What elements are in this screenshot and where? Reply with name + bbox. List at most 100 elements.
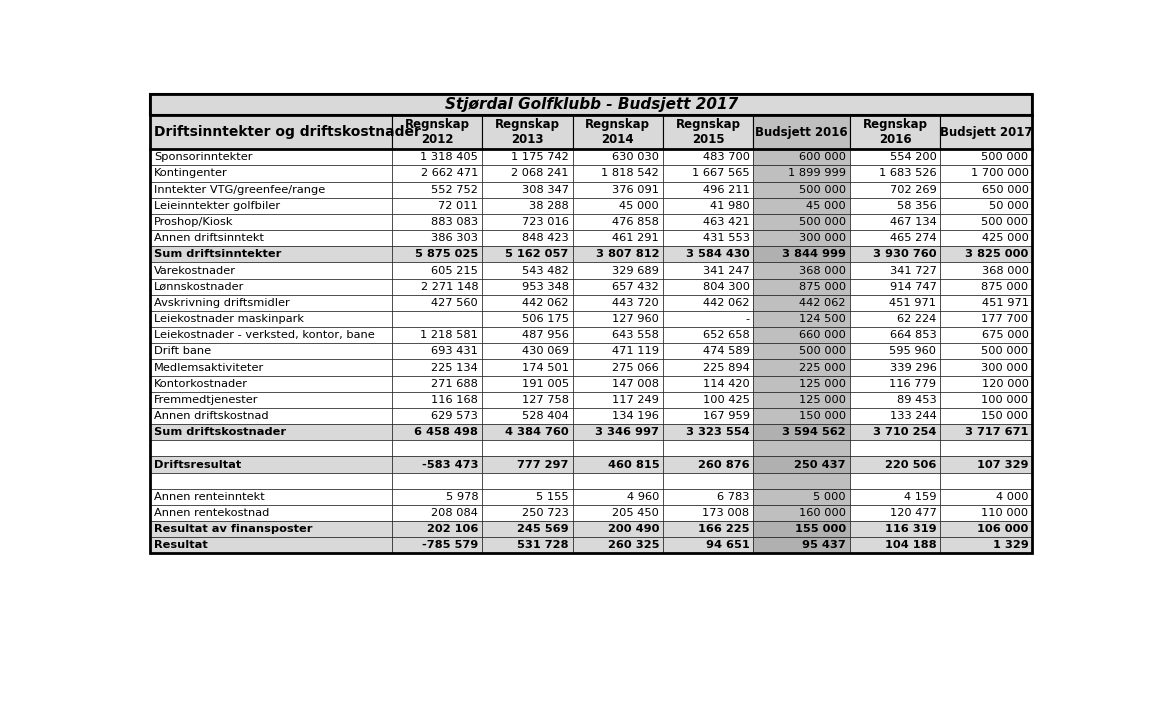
Text: 100 000: 100 000: [981, 395, 1028, 405]
Text: 6 783: 6 783: [717, 492, 750, 502]
Bar: [391, 538, 482, 553]
Text: Lønnskostnader: Lønnskostnader: [155, 282, 245, 292]
Bar: [150, 246, 391, 262]
Bar: [664, 392, 754, 408]
Bar: [849, 246, 941, 262]
Bar: [664, 375, 754, 392]
Bar: [150, 115, 391, 149]
Bar: [391, 181, 482, 198]
Text: 442 062: 442 062: [523, 298, 569, 308]
Text: Regnskap
2013: Regnskap 2013: [495, 118, 560, 146]
Text: -583 473: -583 473: [421, 459, 478, 469]
Text: 124 500: 124 500: [799, 314, 846, 324]
Bar: [664, 521, 754, 538]
Text: 116 168: 116 168: [432, 395, 478, 405]
Bar: [482, 166, 572, 181]
Bar: [754, 246, 849, 262]
Bar: [754, 166, 849, 181]
Text: 1 683 526: 1 683 526: [878, 169, 936, 178]
Bar: [664, 214, 754, 230]
Bar: [150, 408, 391, 424]
Text: 652 658: 652 658: [703, 330, 750, 340]
Text: 451 971: 451 971: [982, 298, 1028, 308]
Text: 664 853: 664 853: [890, 330, 936, 340]
Text: 629 573: 629 573: [432, 411, 478, 421]
Text: 150 000: 150 000: [981, 411, 1028, 421]
Bar: [482, 198, 572, 214]
Bar: [482, 488, 572, 505]
Bar: [391, 456, 482, 473]
Text: 191 005: 191 005: [522, 379, 569, 389]
Text: 3 594 562: 3 594 562: [782, 427, 846, 437]
Bar: [941, 408, 1033, 424]
Text: 430 069: 430 069: [522, 346, 569, 356]
Text: Sum driftsinntekter: Sum driftsinntekter: [155, 250, 282, 260]
Bar: [482, 246, 572, 262]
Text: 106 000: 106 000: [977, 524, 1028, 534]
Text: 1 667 565: 1 667 565: [692, 169, 750, 178]
Text: 202 106: 202 106: [427, 524, 478, 534]
Text: 3 930 760: 3 930 760: [872, 250, 936, 260]
Text: Budsjett 2017: Budsjett 2017: [941, 126, 1033, 139]
Bar: [391, 488, 482, 505]
Text: 133 244: 133 244: [890, 411, 936, 421]
Bar: [941, 360, 1033, 375]
Text: 220 506: 220 506: [885, 459, 936, 469]
Text: 160 000: 160 000: [799, 508, 846, 518]
Text: 431 553: 431 553: [703, 233, 750, 243]
Bar: [150, 94, 1033, 115]
Text: 643 558: 643 558: [613, 330, 659, 340]
Bar: [150, 473, 391, 488]
Text: 723 016: 723 016: [522, 217, 569, 227]
Text: Drift bane: Drift bane: [155, 346, 211, 356]
Text: 2 662 471: 2 662 471: [421, 169, 478, 178]
Text: 465 274: 465 274: [890, 233, 936, 243]
Bar: [849, 230, 941, 246]
Bar: [572, 279, 664, 295]
Bar: [754, 311, 849, 327]
Bar: [849, 424, 941, 440]
Bar: [150, 488, 391, 505]
Bar: [849, 505, 941, 521]
Text: 552 752: 552 752: [432, 185, 478, 195]
Text: 45 000: 45 000: [807, 201, 846, 211]
Bar: [849, 149, 941, 166]
Bar: [572, 262, 664, 279]
Bar: [482, 214, 572, 230]
Bar: [849, 408, 941, 424]
Text: 4 384 760: 4 384 760: [505, 427, 569, 437]
Bar: [482, 149, 572, 166]
Text: 155 000: 155 000: [795, 524, 846, 534]
Bar: [849, 440, 941, 456]
Bar: [150, 230, 391, 246]
Bar: [849, 214, 941, 230]
Bar: [754, 521, 849, 538]
Text: Stjørdal Golfklubb - Budsjett 2017: Stjørdal Golfklubb - Budsjett 2017: [444, 97, 739, 112]
Bar: [150, 214, 391, 230]
Text: Leiekostnader maskinpark: Leiekostnader maskinpark: [155, 314, 305, 324]
Bar: [482, 505, 572, 521]
Bar: [391, 440, 482, 456]
Text: 120 477: 120 477: [890, 508, 936, 518]
Text: 125 000: 125 000: [799, 395, 846, 405]
Text: 300 000: 300 000: [799, 233, 846, 243]
Bar: [572, 521, 664, 538]
Bar: [482, 230, 572, 246]
Bar: [664, 505, 754, 521]
Bar: [150, 505, 391, 521]
Text: Driftsresultat: Driftsresultat: [155, 459, 241, 469]
Text: 250 437: 250 437: [794, 459, 846, 469]
Bar: [482, 473, 572, 488]
Bar: [849, 311, 941, 327]
Bar: [572, 295, 664, 311]
Bar: [391, 311, 482, 327]
Bar: [391, 473, 482, 488]
Bar: [150, 295, 391, 311]
Text: 2 068 241: 2 068 241: [511, 169, 569, 178]
Bar: [664, 440, 754, 456]
Bar: [150, 94, 1033, 553]
Text: Resultat: Resultat: [155, 540, 208, 550]
Bar: [482, 538, 572, 553]
Text: 245 569: 245 569: [517, 524, 569, 534]
Text: 487 956: 487 956: [522, 330, 569, 340]
